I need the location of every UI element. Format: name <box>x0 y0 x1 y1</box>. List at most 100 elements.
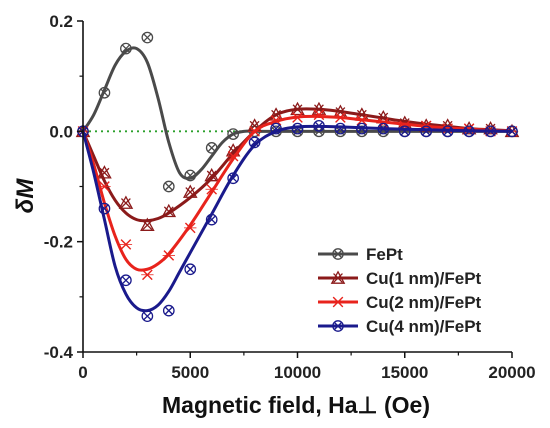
marker-circle <box>120 274 132 287</box>
marker-circle <box>377 122 390 135</box>
data-point <box>248 126 261 137</box>
data-point <box>120 42 132 55</box>
data-point <box>141 31 154 44</box>
marker-cross <box>379 124 388 133</box>
data-point <box>161 203 177 218</box>
data-point <box>270 122 282 135</box>
data-point <box>205 213 218 226</box>
marker-cross <box>163 206 174 217</box>
x-axis-title: Magnetic field, Ha⊥ (Oe) <box>162 392 430 418</box>
marker-cross <box>207 143 216 153</box>
marker-cross <box>333 249 343 259</box>
marker-cross <box>292 104 303 115</box>
data-point <box>140 217 155 231</box>
marker-circle <box>184 169 197 182</box>
marker-circle <box>248 136 261 149</box>
marker-circle <box>420 125 433 138</box>
marker-circle <box>205 213 218 226</box>
marker-circle <box>332 248 344 260</box>
data-point <box>98 202 111 215</box>
data-point <box>441 125 454 138</box>
marker-circle <box>334 122 347 135</box>
legend-swatch-marker <box>332 248 344 260</box>
data-point <box>334 112 347 123</box>
marker-circle <box>120 42 132 55</box>
marker-cross <box>336 124 345 133</box>
data-point <box>291 122 304 135</box>
data-point <box>118 195 134 209</box>
data-point <box>141 269 154 281</box>
x-tick-label: 0 <box>78 363 87 382</box>
marker-circle <box>205 142 218 154</box>
marker-circle <box>141 31 154 44</box>
data-point <box>204 167 219 182</box>
marker-circle <box>227 172 239 185</box>
marker-circle <box>441 125 454 138</box>
data-point <box>312 109 326 121</box>
legend-item-2: Cu(1 nm)/FePt <box>318 269 482 288</box>
data-point <box>98 181 111 192</box>
x-tick-label: 10000 <box>274 363 321 382</box>
marker-circle <box>98 86 111 99</box>
y-tick-label: -0.2 <box>44 233 73 252</box>
legend-label: Cu(2 nm)/FePt <box>366 293 482 312</box>
marker-cross <box>143 33 152 42</box>
marker-triangle <box>290 101 305 116</box>
marker-cross <box>507 127 517 136</box>
data-point <box>420 125 433 138</box>
marker-circle <box>355 122 368 135</box>
marker-circle <box>398 125 411 138</box>
marker-circle <box>227 128 239 140</box>
marker-triangle <box>140 217 155 231</box>
marker-cross <box>464 127 474 136</box>
marker-cross <box>357 124 367 133</box>
marker-cross <box>121 44 131 53</box>
marker-cross <box>443 127 452 136</box>
marker-circle <box>270 125 282 138</box>
legend-item-1: FePt <box>318 245 403 264</box>
data-point <box>141 310 154 322</box>
series-3 <box>76 109 519 281</box>
marker-triangle <box>118 195 134 209</box>
data-point <box>182 184 198 198</box>
legend-swatch-marker <box>331 296 345 308</box>
data-point <box>184 169 197 182</box>
marker-cross <box>121 276 131 285</box>
series-2 <box>75 101 520 231</box>
data-point <box>355 114 369 126</box>
marker-circle <box>270 122 282 135</box>
data-point <box>97 165 112 179</box>
data-point <box>184 222 197 234</box>
data-point <box>377 122 390 135</box>
y-axis-title: δM <box>12 178 39 214</box>
marker-triangle <box>330 270 346 284</box>
legend-label: Cu(1 nm)/FePt <box>366 269 482 288</box>
data-point <box>269 114 283 126</box>
marker-circle <box>377 125 390 138</box>
marker-cross <box>143 311 152 321</box>
legend: FePt Cu(1 nm)/FePt Cu(2 nm)/FePt Cu(4 nm)/F… <box>318 245 482 336</box>
data-point <box>119 239 133 250</box>
marker-triangle <box>97 165 112 179</box>
series-line <box>81 46 512 180</box>
data-point <box>162 250 175 261</box>
marker-triangle <box>182 184 198 198</box>
marker-cross <box>186 171 195 180</box>
data-point <box>98 86 111 99</box>
legend-label: Cu(4 nm)/FePt <box>366 317 482 336</box>
data-point <box>291 112 304 123</box>
marker-circle <box>313 119 325 132</box>
axes: 0 5000 10000 15000 20000 -0.4 -0.2 0.0 0.2 <box>44 12 536 382</box>
marker-cross <box>250 138 259 147</box>
data-point <box>355 122 368 135</box>
marker-cross <box>271 124 281 133</box>
marker-circle <box>184 263 197 276</box>
data-point <box>184 263 197 276</box>
marker-cross <box>186 265 195 274</box>
marker-circle <box>332 320 344 332</box>
marker-cross <box>333 321 343 331</box>
marker-cross <box>185 187 196 197</box>
legend-label: FePt <box>366 245 403 264</box>
y-tick-label: 0.0 <box>49 122 73 141</box>
